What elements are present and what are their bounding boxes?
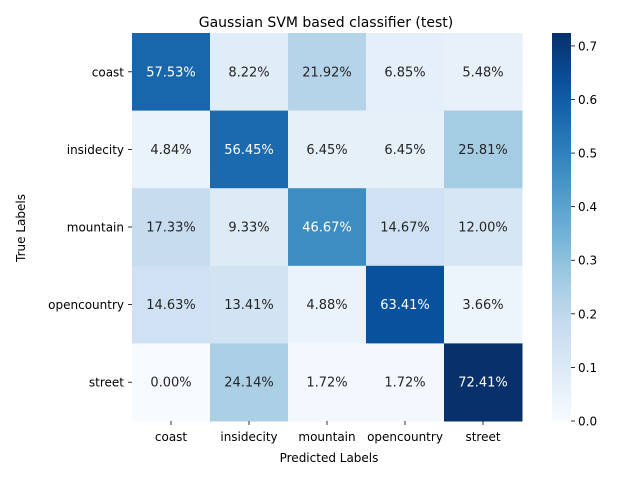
cell-value-label: 14.63% — [146, 298, 196, 313]
cell-value-label: 57.53% — [146, 65, 196, 80]
cell-value-label: 21.92% — [302, 65, 352, 80]
heatmap-cell — [288, 265, 367, 344]
colorbar: 0.0 0.1 0.2 0.3 0.4 0.5 0.6 0.7 — [552, 33, 597, 429]
heatmap-cell — [444, 188, 523, 267]
heatmap-cell — [132, 343, 211, 422]
heatmap-cell — [444, 110, 523, 189]
x-axis-ticks: coast insidecity mountain opencountry street — [155, 421, 501, 444]
cell-value-label: 6.45% — [384, 143, 425, 158]
heatmap-cell — [444, 33, 523, 112]
colorbar-tick-label: 0.0 — [578, 415, 597, 429]
y-tick-label: insidecity — [67, 143, 124, 157]
heatmap-cell — [288, 110, 367, 189]
heatmap-cell — [366, 265, 445, 344]
cell-value-label: 9.33% — [228, 221, 269, 236]
cell-value-label: 24.14% — [224, 376, 274, 391]
y-axis-ticks: coast insidecity mountain opencountry street — [48, 65, 132, 390]
colorbar-gradient — [552, 33, 571, 421]
heatmap-cell — [444, 343, 523, 422]
cell-value-label: 3.66% — [462, 298, 503, 313]
cell-value-label: 72.41% — [458, 376, 508, 391]
cell-value-label: 4.84% — [150, 143, 191, 158]
heatmap-cell — [366, 33, 445, 112]
heatmap-cell — [366, 343, 445, 422]
chart-title: Gaussian SVM based classifier (test) — [199, 15, 453, 31]
heatmap-cell — [210, 343, 289, 422]
cell-value-label: 1.72% — [384, 376, 425, 391]
heatmap-cell — [288, 188, 367, 267]
cell-value-label: 56.45% — [224, 143, 274, 158]
cell-value-label: 14.67% — [380, 221, 430, 236]
heatmap-cell — [132, 265, 211, 344]
heatmap-cell — [366, 110, 445, 189]
cell-value-label: 4.88% — [306, 298, 347, 313]
x-tick-label: insidecity — [220, 430, 277, 444]
colorbar-tick-label: 0.3 — [578, 254, 597, 268]
y-tick-label: opencountry — [48, 298, 124, 312]
x-tick-label: opencountry — [367, 430, 443, 444]
heatmap-cell — [288, 343, 367, 422]
x-tick-label: street — [465, 430, 500, 444]
heatmap-cell — [210, 110, 289, 189]
y-axis-label: True Labels — [14, 194, 28, 263]
heatmap-cell — [366, 188, 445, 267]
heatmap-cell-labels: 57.53% 8.22% 21.92% 6.85% 5.48% 4.84% 56.45% 6.… — [146, 65, 508, 390]
cell-value-label: 6.45% — [306, 143, 347, 158]
cell-value-label: 25.81% — [458, 143, 508, 158]
heatmap-cell — [444, 265, 523, 344]
colorbar-tick-label: 0.1 — [578, 361, 597, 375]
cell-value-label: 8.22% — [228, 65, 269, 80]
colorbar-tick-label: 0.2 — [578, 307, 597, 321]
colorbar-tick-label: 0.7 — [578, 39, 597, 53]
cell-value-label: 6.85% — [384, 65, 425, 80]
cell-value-label: 5.48% — [462, 65, 503, 80]
y-tick-label: street — [89, 376, 124, 390]
cell-value-label: 63.41% — [380, 298, 430, 313]
heatmap-cell — [132, 33, 211, 112]
x-tick-label: coast — [155, 430, 188, 444]
cell-value-label: 46.67% — [302, 221, 352, 236]
heatmap-cells — [132, 33, 523, 422]
y-tick-label: mountain — [67, 221, 124, 235]
cell-value-label: 17.33% — [146, 221, 196, 236]
colorbar-tick-label: 0.4 — [578, 200, 597, 214]
y-tick-label: coast — [92, 65, 125, 79]
heatmap-cell — [288, 33, 367, 112]
heatmap-cell — [210, 265, 289, 344]
cell-value-label: 1.72% — [306, 376, 347, 391]
cell-value-label: 12.00% — [458, 221, 508, 236]
x-axis-label: Predicted Labels — [280, 451, 379, 465]
colorbar-tick-label: 0.5 — [578, 147, 597, 161]
cell-value-label: 0.00% — [150, 376, 191, 391]
heatmap-cell — [132, 110, 211, 189]
colorbar-tick-label: 0.6 — [578, 93, 597, 107]
cell-value-label: 13.41% — [224, 298, 274, 313]
heatmap-cell — [210, 188, 289, 267]
heatmap-cell — [210, 33, 289, 112]
x-tick-label: mountain — [298, 430, 355, 444]
heatmap-cell — [132, 188, 211, 267]
